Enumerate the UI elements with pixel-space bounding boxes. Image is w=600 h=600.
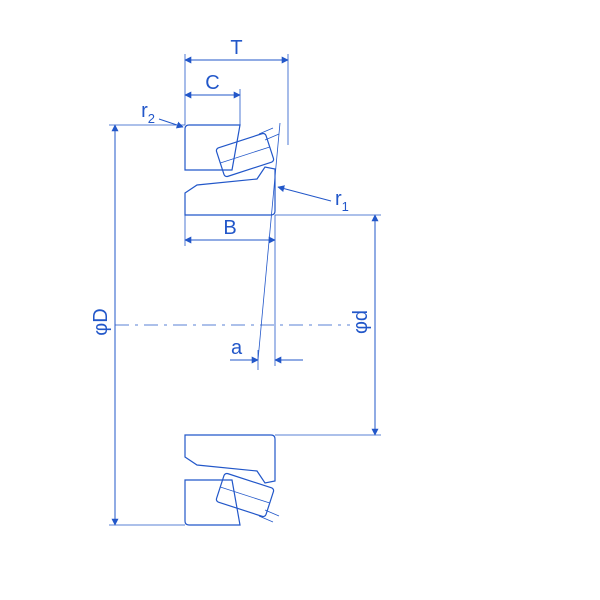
dim-D-label: φD [90, 308, 112, 335]
dim-B-label: B [223, 217, 236, 239]
outer-ring-top [185, 125, 240, 170]
dim-r1-label: r1 [335, 188, 349, 214]
dim-a-label: a [231, 337, 243, 359]
dim-d-label: φd [350, 310, 372, 334]
dim-r1-leader [278, 187, 331, 201]
dim-C-label: C [205, 72, 219, 94]
dim-T-label: T [230, 37, 242, 59]
outer-ring-bottom [185, 480, 240, 525]
dim-r2-leader [159, 119, 183, 127]
bearing-diagram: T C B a r1 r2 φd φD [0, 0, 600, 600]
inner-ring-bottom [185, 435, 275, 483]
inner-ring-top [185, 167, 275, 215]
taper-axis-line [258, 123, 280, 360]
dim-r2-label: r2 [141, 100, 155, 126]
dimension-set: T C B a r1 r2 φd φD [90, 37, 375, 525]
